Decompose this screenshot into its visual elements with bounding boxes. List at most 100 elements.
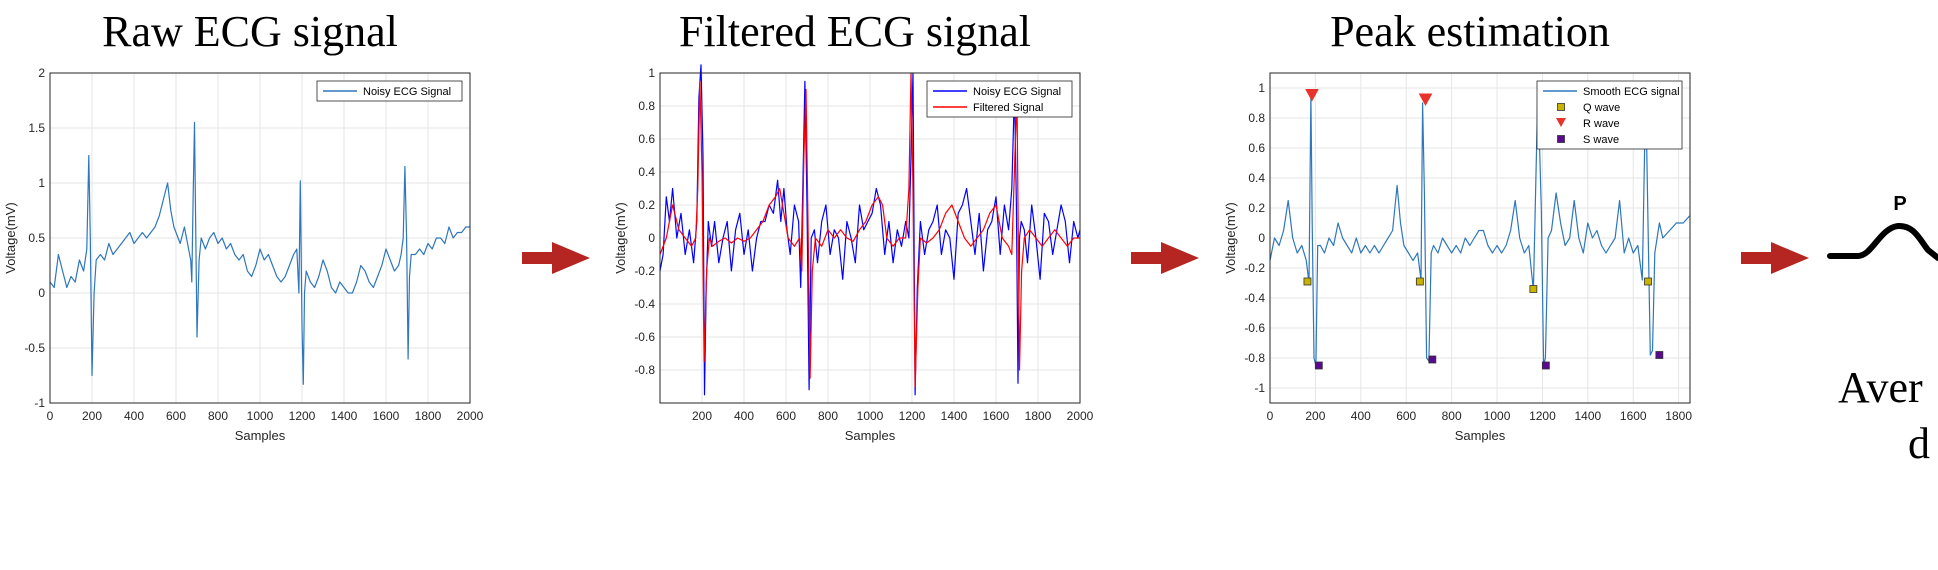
y-tick-label: 1 [38,176,45,190]
x-tick-label: 1800 [1025,409,1052,423]
series-line-0 [1269,87,1691,367]
x-tick-label: 1800 [1665,409,1692,423]
x-tick-label: 1400 [1574,409,1601,423]
peak-estimation-title: Peak estimation [1330,7,1610,56]
y-axis-label: Voltage(mV) [1223,202,1238,274]
x-tick-label: 600 [1396,409,1416,423]
y-tick-label: -1 [1254,381,1265,395]
y-axis-label: Voltage(mV) [3,202,18,274]
y-axis-label: Voltage(mV) [613,202,628,274]
y-tick-label: -0.2 [634,264,655,278]
y-tick-label: 1 [648,66,655,80]
y-tick-label: -0.5 [24,341,45,355]
legend-entry: R wave [1583,118,1620,130]
y-tick-label: -0.8 [1244,351,1265,365]
x-tick-label: 1200 [1529,409,1556,423]
x-tick-label: 1000 [857,409,884,423]
legend-entry: Smooth ECG signal [1583,86,1680,98]
average-waveform: P [1827,193,1938,261]
y-tick-label: 0.4 [1248,171,1265,185]
x-tick-label: 2000 [457,409,484,423]
y-tick-label: 0.8 [638,99,655,113]
x-tick-label: 1200 [289,409,316,423]
axes-box [49,72,471,404]
q-wave-marker [1644,277,1652,286]
series-line-1 [659,72,1080,388]
p-wave-label: P [1893,193,1906,215]
raw-ecg-chart: 0 200 400 600 800 1000 1200 1400 1600 1800 2000 -1 -… [3,66,484,443]
y-tick-label: 0.6 [638,132,655,146]
x-tick-label: 400 [734,409,754,423]
x-tick-label: 1200 [899,409,926,423]
y-tick-label: 0 [38,286,45,300]
y-tick-label: -0.6 [1244,321,1265,335]
average-title-line1: Aver [1838,363,1923,412]
q-wave-marker [1415,277,1424,286]
y-tick-label: 0 [648,231,655,245]
filtered-ecg-title: Filtered ECG signal [679,7,1031,56]
y-tick-label: -0.2 [1244,261,1265,275]
r-wave-marker [1305,89,1319,102]
q-wave-marker [1303,277,1312,286]
y-tick-label: -0.4 [634,297,655,311]
x-tick-label: 1600 [1620,409,1647,423]
x-tick-label: 800 [1442,409,1462,423]
y-tick-label: 0.4 [638,165,655,179]
r-wave-marker [1418,93,1433,107]
x-tick-label: 800 [818,409,838,423]
legend-box [316,80,463,102]
q-wave-marker [1529,285,1538,293]
x-tick-label: 800 [208,409,228,423]
axes-box [659,72,1081,404]
x-tick-label: 1000 [1484,409,1511,423]
y-tick-label: 0 [1258,231,1265,245]
y-tick-label: -0.8 [634,363,655,377]
y-tick-label: -0.4 [1244,291,1265,305]
s-wave-marker [1428,355,1437,364]
x-tick-label: 1600 [373,409,400,423]
y-tick-label: 1.5 [28,121,45,135]
y-tick-label: 2 [38,66,45,80]
legend-entry: Noisy ECG Signal [363,86,451,98]
x-tick-label: 1400 [331,409,358,423]
x-axis-label: Samples [235,428,286,443]
raw-ecg-title: Raw ECG signal [102,7,398,56]
peak-estimation-chart: 0 200 400 600 800 1000 1200 1400 1600 1800 -1 -0.8 -… [1223,72,1692,443]
x-tick-label: 600 [166,409,186,423]
x-tick-label: 1600 [983,409,1010,423]
x-tick-label: 1400 [941,409,968,423]
y-tick-label: -1 [34,396,45,410]
y-tick-label: 0.2 [638,198,655,212]
legend-entry: Filtered Signal [973,102,1043,114]
s-wave-marker [1655,351,1664,359]
x-tick-label: 200 [1305,409,1325,423]
s-wave-marker [1314,361,1323,370]
average-title: Aver d [1838,360,1930,472]
x-tick-label: 0 [1267,409,1274,423]
legend-box [926,80,1073,118]
y-tick-label: 0.6 [1248,141,1265,155]
average-title-line2: d [1908,419,1930,468]
x-tick-label: 1000 [247,409,274,423]
x-axis-label: Samples [845,428,896,443]
y-tick-label: -0.6 [634,330,655,344]
p-wave-curve [1827,223,1938,261]
y-tick-label: 0.5 [28,231,45,245]
arrow-peaks-to-average [1741,242,1809,274]
x-axis-label: Samples [1455,428,1506,443]
legend-swatch [1557,135,1565,143]
series-line-0 [49,121,470,385]
arrow-raw-to-filtered [522,242,590,274]
x-tick-label: 400 [124,409,144,423]
legend-swatch [1557,103,1565,111]
legend-entry: S wave [1583,134,1619,146]
x-tick-label: 2000 [1067,409,1094,423]
x-tick-label: 600 [776,409,796,423]
s-wave-marker [1541,361,1550,370]
legend-swatch [1556,118,1566,127]
series-line-0 [659,64,1081,396]
legend-entry: Q wave [1583,102,1620,114]
axes-box [1269,72,1691,404]
